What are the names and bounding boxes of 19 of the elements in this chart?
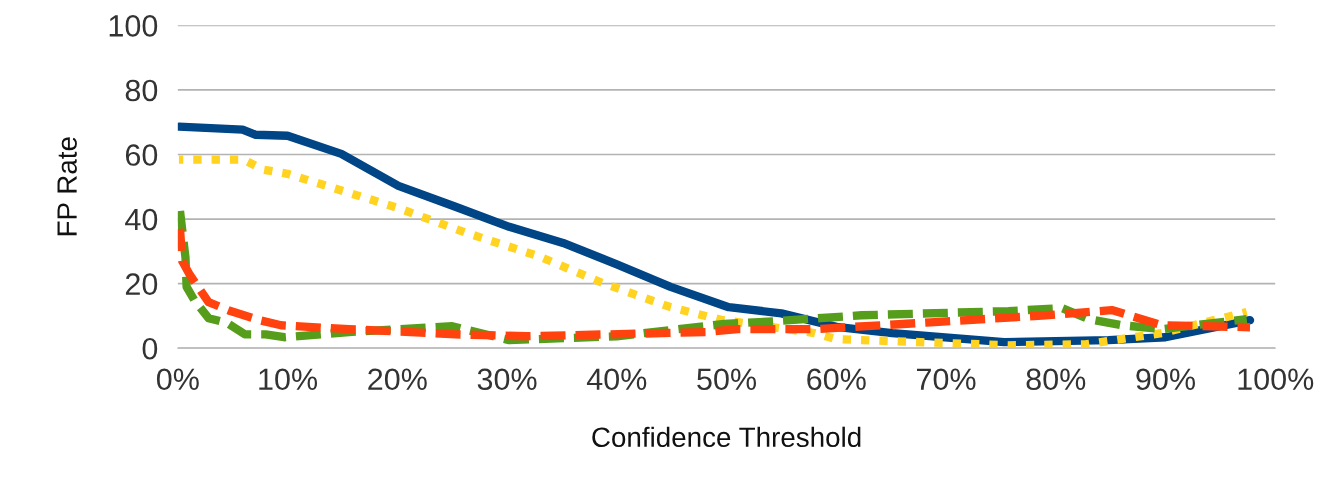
x-tick-label: 80% [1026,368,1086,391]
x-axis-title: Confidence Threshold [592,426,861,448]
x-tick-label: 20% [368,368,427,391]
x-tick-label: 50% [697,368,757,391]
x-tick-label: 0% [156,368,199,391]
y-tick-label: 0 [142,337,158,360]
x-tick-label: 70% [917,368,976,391]
y-tick-label: 20 [125,273,158,295]
x-tick-label: 100% [1238,368,1314,391]
y-tick-label: 40 [125,208,158,231]
x-tick-label: 10% [259,368,318,391]
x-tick-label: 90% [1136,368,1195,391]
x-tick-label: 30% [477,368,537,391]
x-tick-label: 40% [586,368,647,391]
y-tick-label: 100 [109,15,158,37]
y-axis-title: FP Rate [57,137,77,236]
x-tick-label: 60% [807,368,866,391]
y-tick-label: 60 [125,144,158,166]
y-tick-label: 80 [125,79,158,102]
